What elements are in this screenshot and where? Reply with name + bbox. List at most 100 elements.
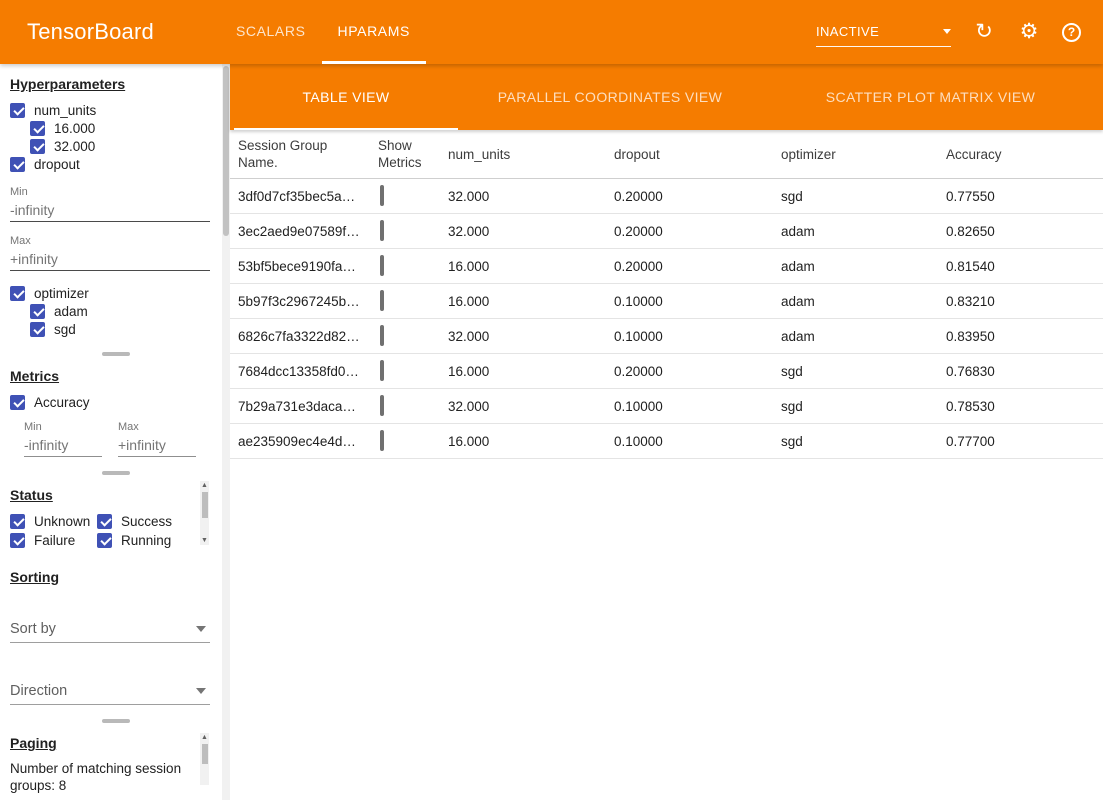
dropout-cell: 0.20000 [614, 223, 663, 239]
scroll-down-icon[interactable]: ▼ [201, 537, 208, 544]
hyperparameters-heading: Hyperparameters [10, 76, 126, 92]
app-title: TensorBoard [27, 19, 154, 44]
checkbox-label: Running [121, 532, 172, 548]
filter-checkbox-sgd[interactable]: sgd [30, 320, 222, 338]
show-metrics-checkbox[interactable] [380, 430, 384, 451]
checkbox-icon [30, 321, 45, 337]
checkbox-label: Failure [34, 532, 76, 548]
col-show-metrics: Show Metrics [378, 138, 422, 170]
session-group-name: 53bf5bece9190fa… [238, 258, 356, 274]
checkbox-icon [97, 532, 112, 548]
checkbox-label: Success [121, 513, 173, 529]
metrics-heading: Metrics [10, 368, 60, 384]
status-checkbox-failure[interactable]: Failure [10, 531, 97, 549]
accuracy-min-label: Min [24, 421, 42, 433]
session-group-name: 7b29a731e3daca… [238, 398, 356, 414]
show-metrics-checkbox[interactable] [380, 255, 384, 276]
show-metrics-checkbox[interactable] [380, 395, 384, 416]
dropout-cell: 0.10000 [614, 398, 663, 414]
filter-checkbox-num-units-16[interactable]: 16.000 [30, 119, 222, 137]
checkbox-icon [30, 120, 45, 136]
view-tabs: TABLE VIEW PARALLEL COORDINATES VIEW SCA… [230, 64, 1103, 130]
checkbox-label: optimizer [34, 285, 89, 301]
show-metrics-checkbox[interactable] [380, 185, 384, 206]
accuracy-cell: 0.77700 [946, 433, 995, 449]
sidebar-scrollbar[interactable] [222, 64, 230, 800]
accuracy-cell: 0.82650 [946, 223, 995, 239]
gear-icon[interactable]: ⚙ [1019, 20, 1039, 43]
filter-checkbox-accuracy[interactable]: Accuracy [10, 393, 222, 411]
col-num-units: num_units [448, 146, 511, 162]
status-checkbox-unknown[interactable]: Unknown [10, 512, 97, 530]
section-resize-handle[interactable] [102, 471, 130, 475]
show-metrics-checkbox[interactable] [380, 290, 384, 311]
tab-scalars[interactable]: SCALARS [235, 22, 306, 39]
accuracy-min-input[interactable] [24, 433, 102, 457]
scrollbar-thumb[interactable] [223, 66, 229, 236]
section-resize-handle[interactable] [102, 352, 130, 356]
status-scrollbar[interactable]: ▲ ▼ [200, 481, 209, 545]
chevron-down-icon [196, 687, 206, 694]
checkbox-icon [10, 513, 25, 529]
optimizer-cell: adam [781, 223, 815, 239]
session-group-name: 3ec2aed9e07589f… [238, 223, 360, 239]
section-resize-handle[interactable] [102, 719, 130, 723]
status-checkbox-success[interactable]: Success [97, 512, 192, 530]
accuracy-max-label: Max [118, 421, 139, 433]
session-group-name: ae235909ec4e4d… [238, 433, 356, 449]
show-metrics-checkbox[interactable] [380, 220, 384, 241]
refresh-icon[interactable]: ↻ [975, 20, 993, 43]
num-units-cell: 16.000 [448, 433, 490, 449]
filter-checkbox-num-units-32[interactable]: 32.000 [30, 137, 222, 155]
chevron-down-icon [196, 625, 206, 632]
sort-by-select[interactable]: Sort by [10, 615, 210, 643]
chevron-down-icon [943, 29, 951, 34]
scrollbar-thumb[interactable] [201, 492, 208, 518]
dropout-cell: 0.10000 [614, 293, 663, 309]
show-metrics-checkbox[interactable] [380, 325, 384, 346]
optimizer-cell: sgd [781, 398, 803, 414]
checkbox-label: Unknown [34, 513, 91, 529]
reload-status-value: INACTIVE [816, 24, 880, 39]
session-group-name: 6826c7fa3322d82… [238, 328, 360, 344]
col-session-group-name: Session Group Name. [238, 138, 328, 170]
scroll-up-icon[interactable]: ▲ [201, 482, 208, 489]
scroll-up-icon[interactable]: ▲ [201, 734, 208, 741]
tab-parallel-coordinates-view[interactable]: PARALLEL COORDINATES VIEW [497, 89, 723, 105]
accuracy-cell: 0.81540 [946, 258, 995, 274]
accuracy-cell: 0.76830 [946, 363, 995, 379]
accuracy-max-input[interactable] [118, 433, 196, 457]
num-units-cell: 16.000 [448, 293, 490, 309]
hparams-main: TABLE VIEW PARALLEL COORDINATES VIEW SCA… [230, 64, 1103, 800]
checkbox-icon [30, 138, 45, 154]
dropout-max-input[interactable] [10, 247, 210, 271]
direction-select[interactable]: Direction [10, 677, 210, 705]
reload-status-select[interactable]: INACTIVE [816, 17, 951, 47]
num-units-cell: 16.000 [448, 258, 490, 274]
checkbox-label: dropout [34, 156, 80, 172]
help-icon[interactable]: ? [1062, 22, 1081, 42]
filter-checkbox-num-units[interactable]: num_units [10, 101, 222, 119]
dropout-min-input[interactable] [10, 198, 210, 222]
show-metrics-checkbox[interactable] [380, 360, 384, 381]
topbar-actions: INACTIVE ↻ ⚙ ? [816, 17, 1081, 47]
filter-checkbox-adam[interactable]: adam [30, 302, 222, 320]
session-group-name: 5b97f3c2967245b… [238, 293, 360, 309]
session-group-name: 3df0d7cf35bec5a… [238, 188, 356, 204]
checkbox-icon [97, 513, 112, 529]
paging-section: Paging Number of matching session groups… [10, 733, 222, 794]
tab-scatter-plot-matrix-view[interactable]: SCATTER PLOT MATRIX VIEW [825, 89, 1036, 105]
scrollbar-thumb[interactable] [201, 744, 208, 764]
filter-checkbox-dropout[interactable]: dropout [10, 155, 222, 173]
num-units-cell: 32.000 [448, 398, 490, 414]
col-dropout: dropout [614, 146, 660, 162]
optimizer-cell: adam [781, 293, 815, 309]
dropout-cell: 0.20000 [614, 258, 663, 274]
tab-table-view[interactable]: TABLE VIEW [230, 64, 462, 130]
paging-scrollbar[interactable]: ▲ [200, 733, 209, 785]
tab-hparams[interactable]: HPARAMS [321, 0, 426, 64]
status-checkbox-running[interactable]: Running [97, 531, 192, 549]
accuracy-cell: 0.83210 [946, 293, 995, 309]
table-row: 7684dcc13358fd0… 16.000 0.20000 sgd 0.76… [230, 354, 1103, 389]
filter-checkbox-optimizer[interactable]: optimizer [10, 284, 222, 302]
